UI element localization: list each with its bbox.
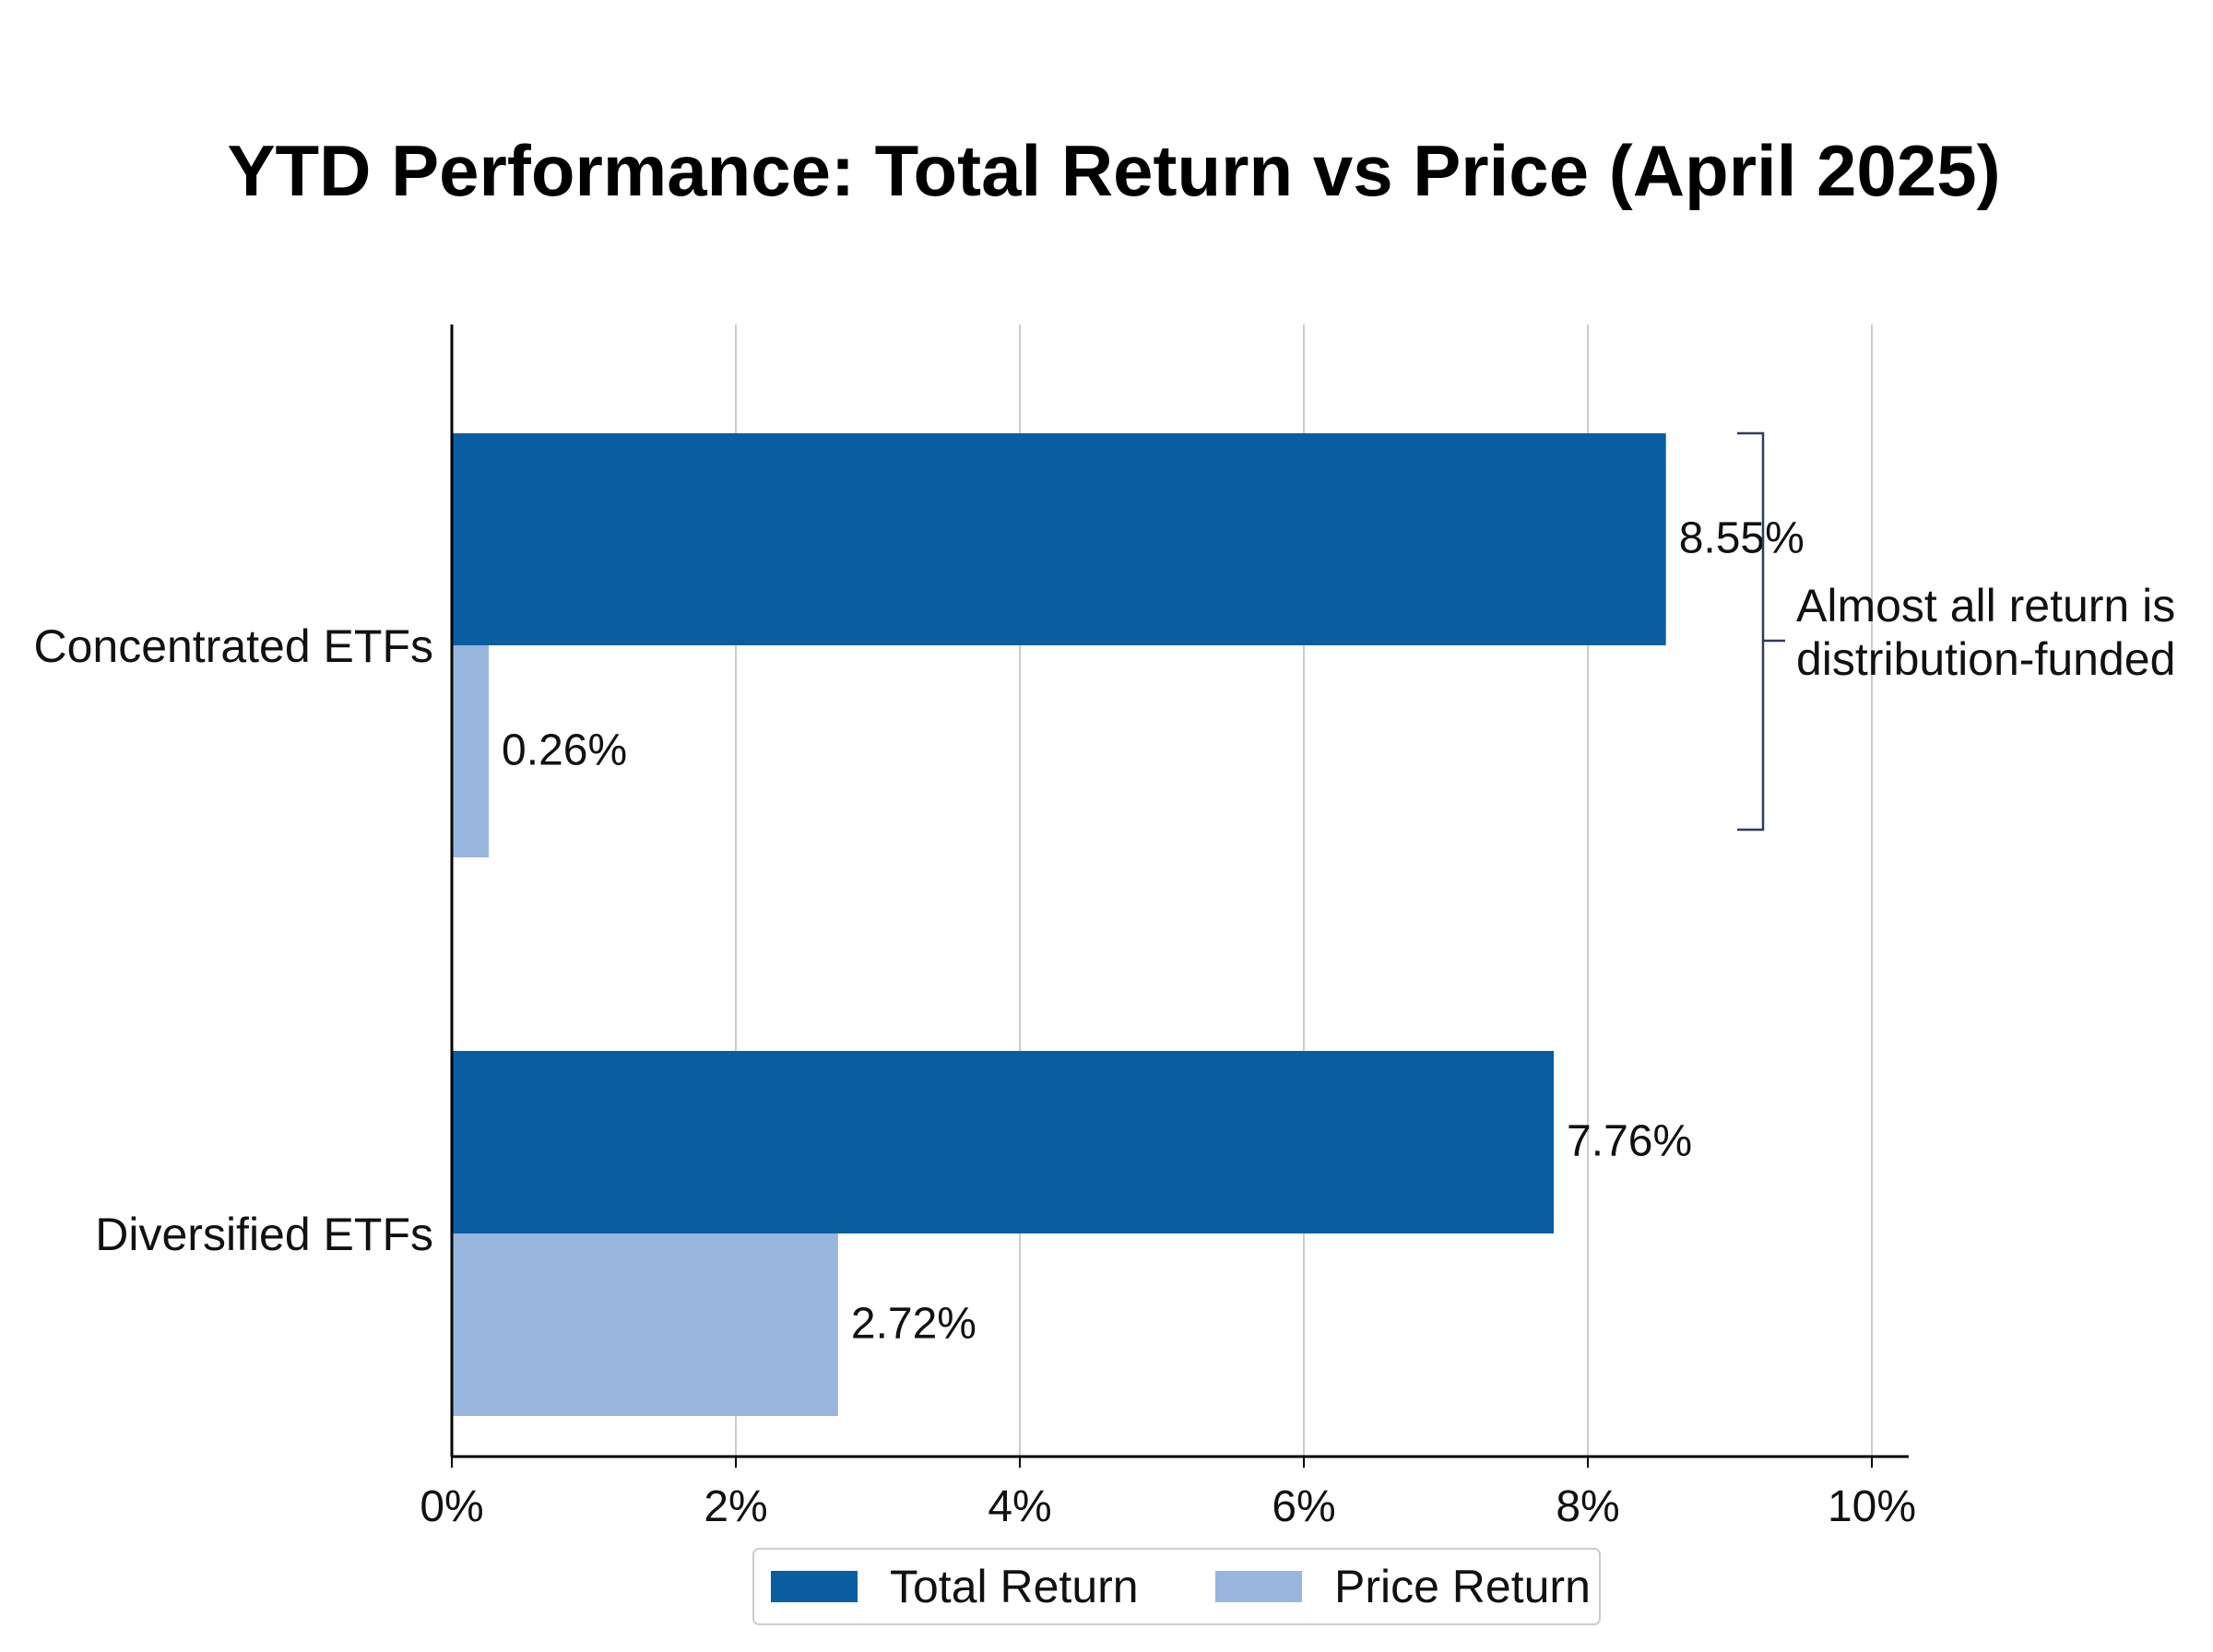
x-tick-label: 8% xyxy=(1556,1482,1619,1531)
labels: 8.55% 0.26% Concentrated ETFs 7.76% 2.72% Div… xyxy=(33,514,1804,1349)
x-tick-label: 6% xyxy=(1272,1482,1335,1531)
x-tick-label: 10% xyxy=(1828,1482,1916,1531)
bars xyxy=(452,433,1666,1416)
data-label: 2.72% xyxy=(851,1300,976,1349)
axes: 0% 2% 4% 6% 8% 10% xyxy=(420,324,1916,1531)
x-tick-label: 0% xyxy=(420,1482,483,1531)
data-label: 0.26% xyxy=(502,726,627,775)
annotation-text: distribution-funded xyxy=(1796,633,2175,685)
category-label: Diversified ETFs xyxy=(95,1209,433,1260)
bar-total-return-1 xyxy=(452,1051,1555,1233)
legend: Total Return Price Return xyxy=(752,1548,1601,1625)
legend-swatch-price-return xyxy=(1215,1571,1302,1602)
data-label: 7.76% xyxy=(1567,1117,1692,1166)
chart-title: YTD Performance: Total Return vs Price (… xyxy=(227,130,2000,211)
bar-price-return-0 xyxy=(452,645,490,857)
data-label: 8.55% xyxy=(1679,514,1805,563)
x-tick-label: 4% xyxy=(988,1482,1051,1531)
annotation-text: Almost all return is xyxy=(1796,580,2175,631)
annotation-bracket xyxy=(1737,431,1785,832)
legend-label: Total Return xyxy=(890,1561,1139,1612)
bar-price-return-1 xyxy=(452,1233,838,1416)
legend-swatch-total-return xyxy=(771,1571,858,1602)
bar-total-return-0 xyxy=(452,433,1666,645)
category-label: Concentrated ETFs xyxy=(33,620,433,672)
x-tick-label: 2% xyxy=(704,1482,767,1531)
legend-label: Price Return xyxy=(1334,1561,1591,1612)
legend-box xyxy=(752,1548,1601,1625)
